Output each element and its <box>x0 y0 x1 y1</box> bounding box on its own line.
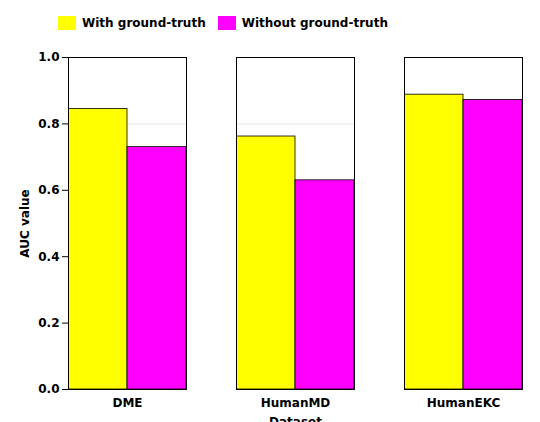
svg-text:0.6: 0.6 <box>38 183 59 197</box>
svg-text:HumanMD: HumanMD <box>261 396 331 410</box>
svg-text:AUC value: AUC value <box>18 189 32 257</box>
svg-text:HumanEKC: HumanEKC <box>427 396 501 410</box>
html-text:With ground-truth: With ground-truth <box>82 15 206 30</box>
svg-text:0.8: 0.8 <box>38 117 59 131</box>
svg-text:DME: DME <box>112 396 142 410</box>
svg-text:0.2: 0.2 <box>38 316 59 330</box>
svg-text:Dataset: Dataset <box>269 415 322 422</box>
svg-text:0.4: 0.4 <box>38 250 59 264</box>
svg-text:0.0: 0.0 <box>38 382 59 396</box>
html-text:Without ground-truth: Without ground-truth <box>241 15 388 30</box>
svg-text:1.0: 1.0 <box>38 50 59 64</box>
